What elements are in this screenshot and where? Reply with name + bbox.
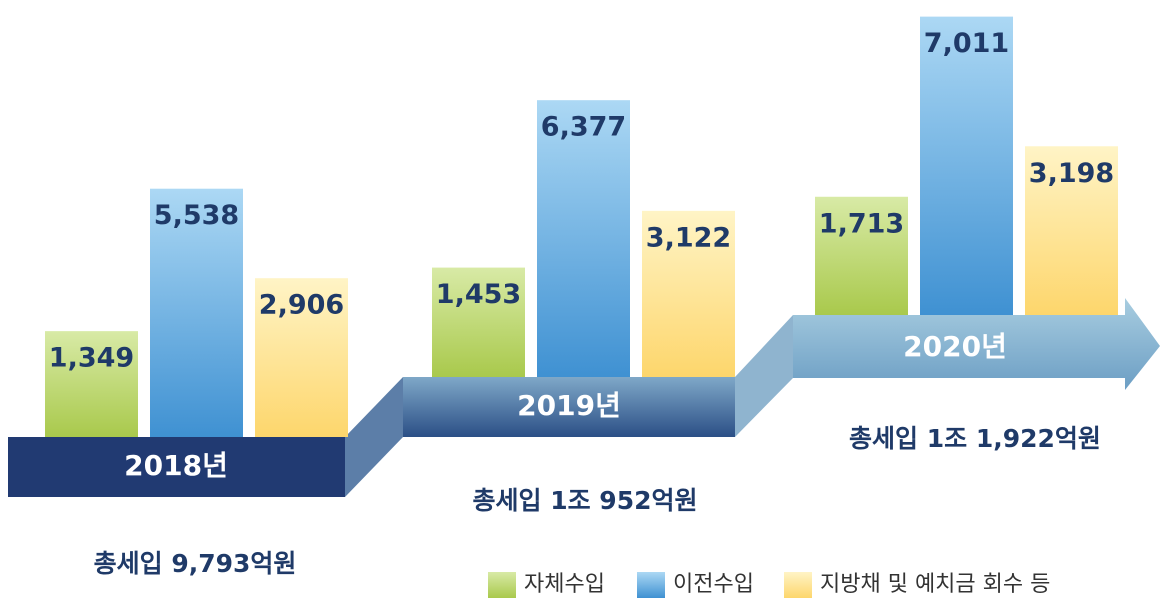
year-label: 2020년: [903, 330, 1007, 363]
legend-swatch: [488, 572, 516, 598]
value-label: 1,349: [49, 343, 134, 374]
legend-label: 지방채 및 예치금 회수 등: [820, 572, 1050, 597]
value-label: 5,538: [154, 200, 239, 231]
bar: [45, 331, 138, 437]
value-label: 3,198: [1029, 158, 1114, 189]
value-label: 3,122: [646, 222, 731, 253]
legend-label: 이전수입: [673, 572, 754, 597]
legend-swatch: [637, 572, 665, 598]
total-label: 총세입 9,793억원: [94, 549, 297, 578]
bar: [255, 278, 348, 437]
value-label: 6,377: [541, 112, 626, 143]
value-label: 2,906: [259, 290, 344, 321]
value-label: 1,713: [819, 208, 904, 239]
year-label: 2019년: [517, 389, 621, 422]
bar: [920, 16, 1013, 315]
total-label: 총세입 1조 1,922억원: [849, 424, 1101, 453]
bar: [1025, 146, 1118, 315]
value-label: 1,453: [436, 279, 521, 310]
total-label: 총세입 1조 952억원: [473, 486, 698, 515]
bar: [815, 196, 908, 315]
bar: [432, 267, 525, 377]
legend-label: 자체수입: [524, 572, 605, 597]
legend-swatch: [784, 572, 812, 598]
year-label: 2018년: [124, 449, 228, 482]
ribbon: [8, 298, 1160, 497]
bar: [642, 210, 735, 377]
bar: [537, 100, 630, 377]
value-label: 7,011: [924, 28, 1009, 59]
bar: [150, 188, 243, 437]
